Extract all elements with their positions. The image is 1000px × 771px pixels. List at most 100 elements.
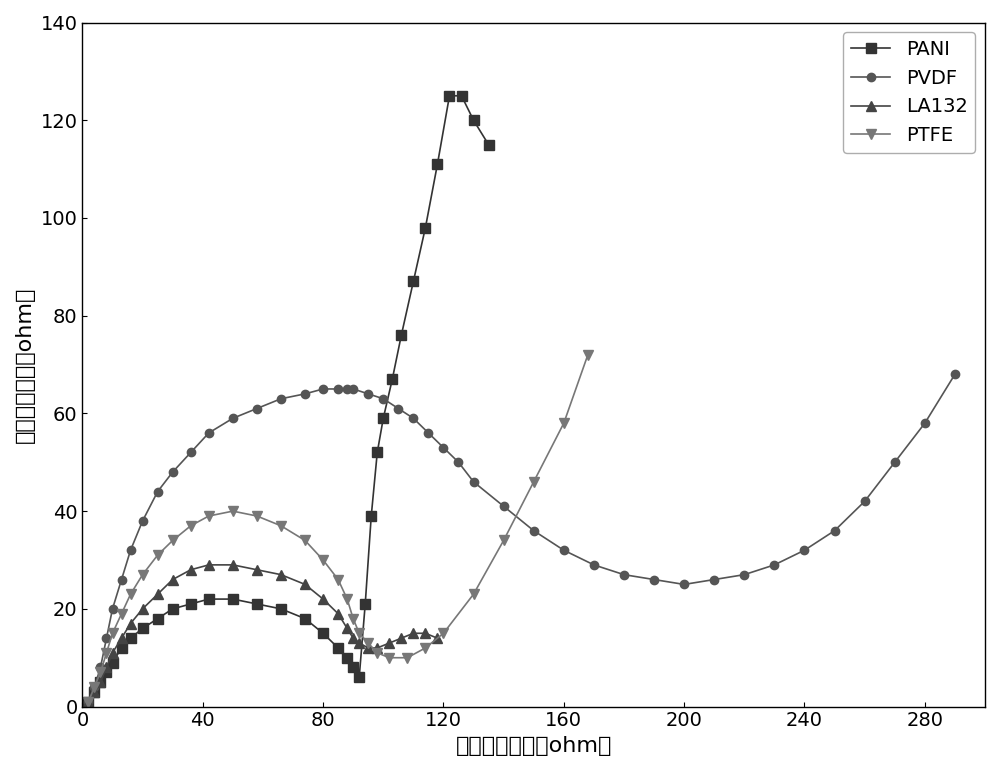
LA132 bbox=[107, 648, 119, 658]
PTFE bbox=[353, 628, 365, 638]
PVDF bbox=[678, 580, 690, 589]
PVDF bbox=[116, 575, 128, 584]
PANI bbox=[251, 599, 263, 608]
PVDF bbox=[407, 414, 419, 423]
PVDF bbox=[392, 404, 404, 413]
LA132 bbox=[347, 634, 359, 643]
PTFE bbox=[152, 550, 164, 560]
LA132 bbox=[419, 628, 431, 638]
PTFE bbox=[419, 643, 431, 652]
PTFE bbox=[582, 350, 594, 359]
PTFE bbox=[401, 653, 413, 662]
PTFE bbox=[498, 536, 510, 545]
PANI bbox=[359, 599, 371, 608]
PTFE bbox=[317, 555, 329, 564]
PANI bbox=[407, 277, 419, 286]
LA132 bbox=[332, 609, 344, 618]
PANI bbox=[353, 672, 365, 682]
PTFE bbox=[88, 682, 100, 692]
PTFE bbox=[332, 575, 344, 584]
PVDF bbox=[347, 385, 359, 394]
PVDF bbox=[167, 467, 179, 476]
PANI bbox=[88, 687, 100, 696]
PTFE bbox=[82, 697, 94, 706]
PTFE bbox=[100, 648, 112, 658]
LA132 bbox=[167, 575, 179, 584]
PANI bbox=[299, 614, 311, 623]
PVDF bbox=[889, 458, 901, 467]
PTFE bbox=[299, 536, 311, 545]
PANI bbox=[94, 678, 106, 687]
PVDF bbox=[152, 487, 164, 497]
PVDF bbox=[82, 697, 94, 706]
LA132 bbox=[407, 628, 419, 638]
PVDF bbox=[452, 458, 464, 467]
LA132 bbox=[152, 590, 164, 599]
PTFE bbox=[116, 609, 128, 618]
PTFE bbox=[275, 521, 287, 530]
PTFE bbox=[137, 570, 149, 579]
PANI bbox=[377, 414, 389, 423]
PANI bbox=[483, 140, 495, 150]
PVDF bbox=[137, 517, 149, 526]
PVDF bbox=[422, 429, 434, 438]
LA132 bbox=[203, 561, 215, 570]
PANI bbox=[371, 448, 383, 457]
LA132 bbox=[431, 634, 443, 643]
Line: PANI: PANI bbox=[84, 91, 493, 706]
PANI bbox=[365, 511, 377, 520]
PTFE bbox=[371, 648, 383, 658]
Line: PTFE: PTFE bbox=[84, 350, 593, 706]
Legend: PANI, PVDF, LA132, PTFE: PANI, PVDF, LA132, PTFE bbox=[843, 32, 975, 153]
PVDF bbox=[498, 502, 510, 511]
PANI bbox=[137, 624, 149, 633]
Line: PVDF: PVDF bbox=[84, 370, 959, 706]
PTFE bbox=[362, 638, 374, 648]
X-axis label: 阻抗实部（欧姆ohm）: 阻抗实部（欧姆ohm） bbox=[456, 736, 612, 756]
LA132 bbox=[125, 619, 137, 628]
LA132 bbox=[341, 624, 353, 633]
PVDF bbox=[919, 419, 931, 428]
PTFE bbox=[437, 628, 449, 638]
PANI bbox=[167, 604, 179, 614]
PTFE bbox=[203, 511, 215, 520]
PVDF bbox=[107, 604, 119, 614]
LA132 bbox=[353, 638, 365, 648]
PANI bbox=[152, 614, 164, 623]
LA132 bbox=[227, 561, 239, 570]
PVDF bbox=[648, 575, 660, 584]
LA132 bbox=[251, 565, 263, 574]
PANI bbox=[116, 643, 128, 652]
LA132 bbox=[395, 634, 407, 643]
PTFE bbox=[347, 614, 359, 623]
PANI bbox=[227, 594, 239, 604]
PVDF bbox=[528, 526, 540, 535]
LA132 bbox=[82, 697, 94, 706]
LA132 bbox=[383, 638, 395, 648]
PVDF bbox=[708, 575, 720, 584]
LA132 bbox=[137, 604, 149, 614]
PVDF bbox=[362, 389, 374, 399]
PVDF bbox=[588, 561, 600, 570]
PVDF bbox=[332, 385, 344, 394]
PANI bbox=[275, 604, 287, 614]
PTFE bbox=[107, 628, 119, 638]
LA132 bbox=[362, 643, 374, 652]
PVDF bbox=[437, 443, 449, 453]
PANI bbox=[107, 658, 119, 667]
LA132 bbox=[185, 565, 197, 574]
PTFE bbox=[251, 511, 263, 520]
PVDF bbox=[203, 429, 215, 438]
PVDF bbox=[829, 526, 841, 535]
PTFE bbox=[528, 477, 540, 487]
PVDF bbox=[227, 414, 239, 423]
PVDF bbox=[185, 448, 197, 457]
PTFE bbox=[468, 590, 480, 599]
LA132 bbox=[299, 580, 311, 589]
LA132 bbox=[100, 663, 112, 672]
PANI bbox=[185, 599, 197, 608]
PTFE bbox=[167, 536, 179, 545]
PTFE bbox=[125, 590, 137, 599]
PVDF bbox=[768, 561, 780, 570]
PVDF bbox=[94, 663, 106, 672]
